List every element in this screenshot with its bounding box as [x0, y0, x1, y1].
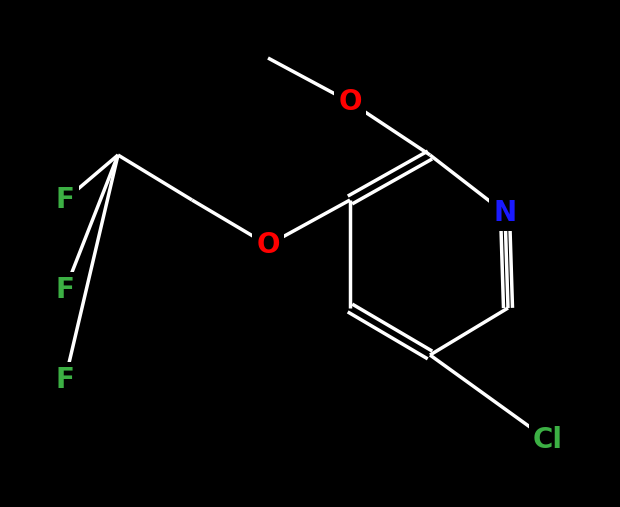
Text: Cl: Cl [533, 426, 563, 454]
Text: F: F [56, 186, 74, 214]
Text: O: O [339, 88, 361, 116]
Text: F: F [56, 276, 74, 304]
Text: O: O [256, 231, 280, 259]
Text: N: N [494, 199, 516, 227]
Text: F: F [56, 366, 74, 394]
